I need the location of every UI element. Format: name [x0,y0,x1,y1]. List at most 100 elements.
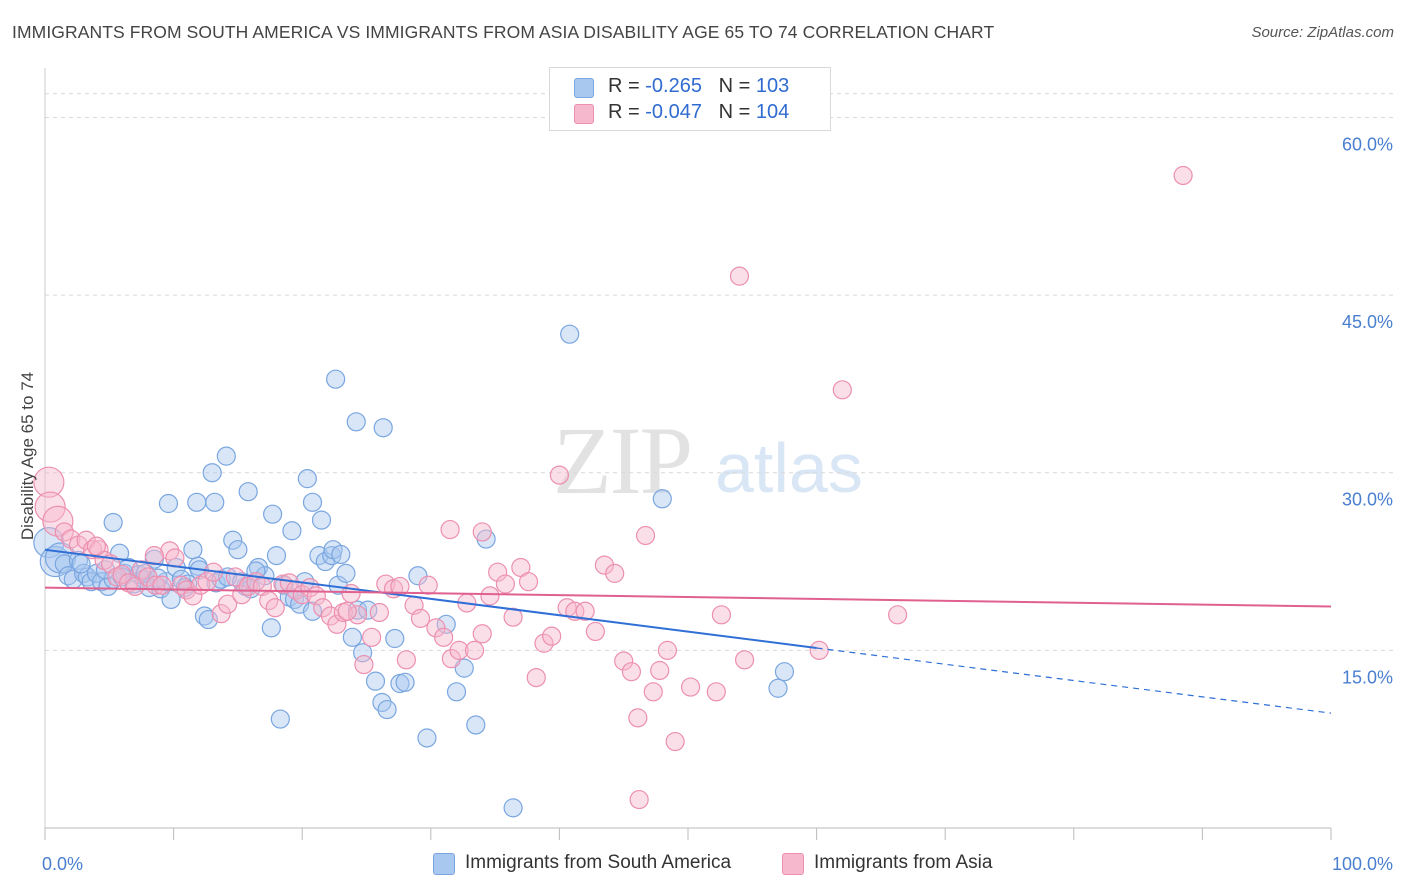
asia-point [621,662,642,682]
south-america-point [282,521,302,541]
asia-point [107,567,127,587]
series-asia-points [33,165,1193,810]
x-tick-label: 100.0% [1332,854,1393,874]
asia-point [265,598,285,618]
south-america-point [768,678,788,698]
asia-point [138,567,158,587]
asia-point [665,731,685,752]
watermark-zip: ZIP [553,407,693,514]
asia-point [518,572,539,592]
south-america-point [103,512,123,533]
asia-point [534,633,554,653]
south-america-point [385,628,405,649]
asia-point [706,682,726,702]
south-america-point [228,540,248,560]
asia-point [526,667,546,688]
asia-point [614,651,634,671]
asia-point [61,529,81,549]
legend-r-value: -0.265 [645,75,702,97]
south-america-point [216,446,236,466]
south-america-point [774,662,795,682]
asia-point [629,789,649,810]
asia-point [832,380,852,400]
south-america-point [417,728,437,748]
trend-lines [44,548,1332,714]
watermark-atlas: atlas [715,429,863,507]
asia-point [441,649,461,669]
south-america-point [263,504,283,524]
asia-point [313,598,333,618]
asia-point [218,594,238,614]
legend-box: R = -0.265 N = 103 R = -0.047 N = 104 [549,67,831,131]
asia-point [734,650,755,670]
asia-point [33,466,65,498]
y-axis-label: Disability Age 65 to 74 [18,372,37,540]
legend-n-value: 103 [755,75,790,97]
legend-swatch-blue [574,78,594,98]
asia-point [650,660,670,681]
asia-point [503,607,523,627]
south-america-point [346,412,366,432]
trend-line-asia [44,586,1332,608]
south-america-point [158,493,179,514]
south-america-point [377,699,397,720]
chart-title: IMMIGRANTS FROM SOUTH AMERICA VS IMMIGRA… [12,22,995,42]
south-america-point [652,489,672,509]
asia-point [337,601,357,621]
asia-point [1173,165,1193,186]
asia-point [542,626,562,646]
asia-point [575,601,595,621]
asia-point [635,525,656,546]
asia-point [488,562,508,582]
asia-point [657,640,678,660]
asia-point [89,540,109,560]
legend-r-label: R = [608,101,646,123]
south-america-point [373,418,393,438]
legend-n-value: 104 [755,101,790,123]
south-america-point [297,469,317,489]
trend-line-south-america [44,548,817,649]
south-america-point [205,492,225,512]
asia-point [809,640,829,660]
south-america-point [560,324,580,344]
asia-point [628,708,648,728]
asia-point [76,530,96,550]
south-america-point [187,492,207,512]
legend-n-label: N = [718,101,756,123]
legend-stats-south-america: R = -0.265 N = 103 [608,75,789,98]
chart-source: Source: ZipAtlas.com [1251,24,1394,41]
asia-point [327,614,347,634]
asia-point [211,604,231,624]
asia-point [292,585,312,605]
south-america-point [365,671,386,691]
trend-line-south-america-extension [816,647,1332,714]
asia-point [480,586,500,606]
axes [44,68,1332,840]
south-america-point [446,682,467,702]
y-tick-label: 60.0% [1342,134,1393,154]
south-america-point [54,554,74,574]
asia-point [42,505,74,537]
south-america-point [302,601,323,621]
asia-point [347,605,368,625]
asia-point [434,627,454,647]
asia-point [605,563,625,583]
x-tick-label: 0.0% [42,854,83,874]
asia-point [449,640,469,660]
legend-r-label: R = [608,75,646,97]
legend-swatch-blue [433,853,455,875]
south-america-point [202,463,222,483]
south-america-point [466,715,486,735]
asia-point [410,608,431,628]
asia-point [125,576,145,597]
south-america-point [331,544,351,565]
south-america-point [183,540,203,560]
asia-point [440,519,460,540]
asia-point [594,555,615,575]
asia-point [396,650,416,670]
asia-point [464,640,485,660]
asia-point [86,536,107,556]
legend-swatch-pink [574,104,594,124]
south-america-point [336,563,356,583]
